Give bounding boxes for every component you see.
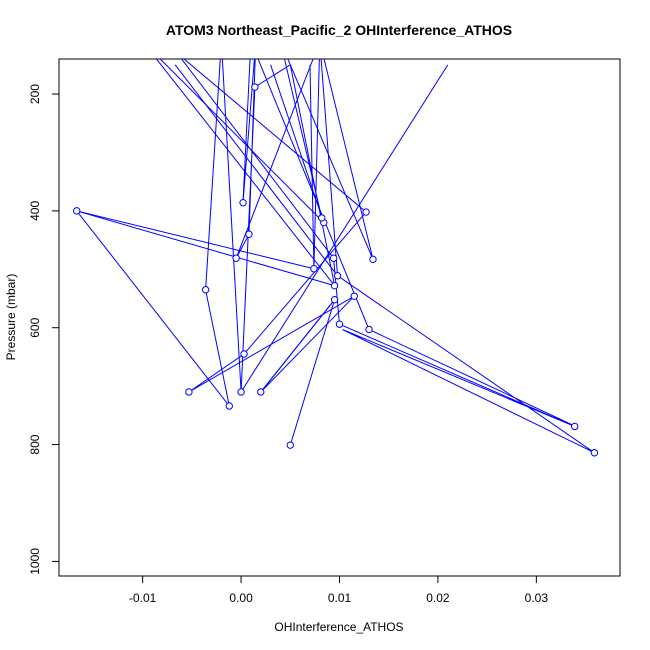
data-point [286,441,294,449]
y-tick-label: 400 [28,201,42,221]
y-tick-label: 200 [28,84,42,104]
series-line-segment [76,210,335,287]
data-point [571,422,579,431]
data-point [318,214,326,222]
data-point [330,295,339,304]
plot-frame [58,58,621,577]
x-axis: -0.01 0.00 0.01 0.02 0.03 [129,575,549,605]
series-line-segment [174,64,338,277]
y-axis-label: Pressure (mbar) [4,274,18,361]
data-point [245,230,253,238]
chart-title: ATOM3 Northeast_Pacific_2 OHInterference… [166,22,512,38]
data-point [239,199,247,207]
series-line-segment [270,64,325,223]
series-layer [73,59,599,457]
series-line-segment [309,64,315,269]
data-point [201,286,210,294]
data-point [185,388,193,396]
x-axis-label: OHInterference_ATHOS [274,620,403,634]
data-point [590,449,599,457]
data-point [362,208,370,216]
data-point [335,320,344,328]
series-line [75,59,595,454]
data-point [237,388,245,396]
series-line-segment [260,299,335,393]
x-tick-label: 0.03 [525,591,549,605]
data-point [365,325,373,334]
x-tick-label: 0.02 [426,591,450,605]
data-point [232,254,240,262]
data-point [240,350,248,358]
y-axis: 200 400 600 800 1000 [28,84,60,575]
data-point [369,255,377,264]
x-tick-label: -0.01 [129,591,157,605]
data-point [251,83,259,91]
data-point [73,207,81,215]
x-tick-label: 0.01 [328,591,352,605]
data-point [350,292,358,300]
data-point [333,272,342,280]
data-point [225,402,233,410]
series-line-segment [240,64,449,393]
data-point [310,265,318,273]
x-tick-label: 0.00 [229,591,253,605]
data-point [330,281,339,290]
y-tick-label: 600 [28,317,42,337]
data-point [329,254,338,262]
data-point [257,388,265,396]
y-tick-label: 800 [28,434,42,454]
y-tick-label: 1000 [28,548,42,575]
